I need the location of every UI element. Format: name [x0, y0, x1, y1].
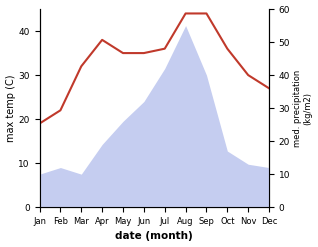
- Y-axis label: max temp (C): max temp (C): [5, 74, 16, 142]
- X-axis label: date (month): date (month): [115, 231, 193, 242]
- Y-axis label: med. precipitation
(kg/m2): med. precipitation (kg/m2): [293, 69, 313, 147]
